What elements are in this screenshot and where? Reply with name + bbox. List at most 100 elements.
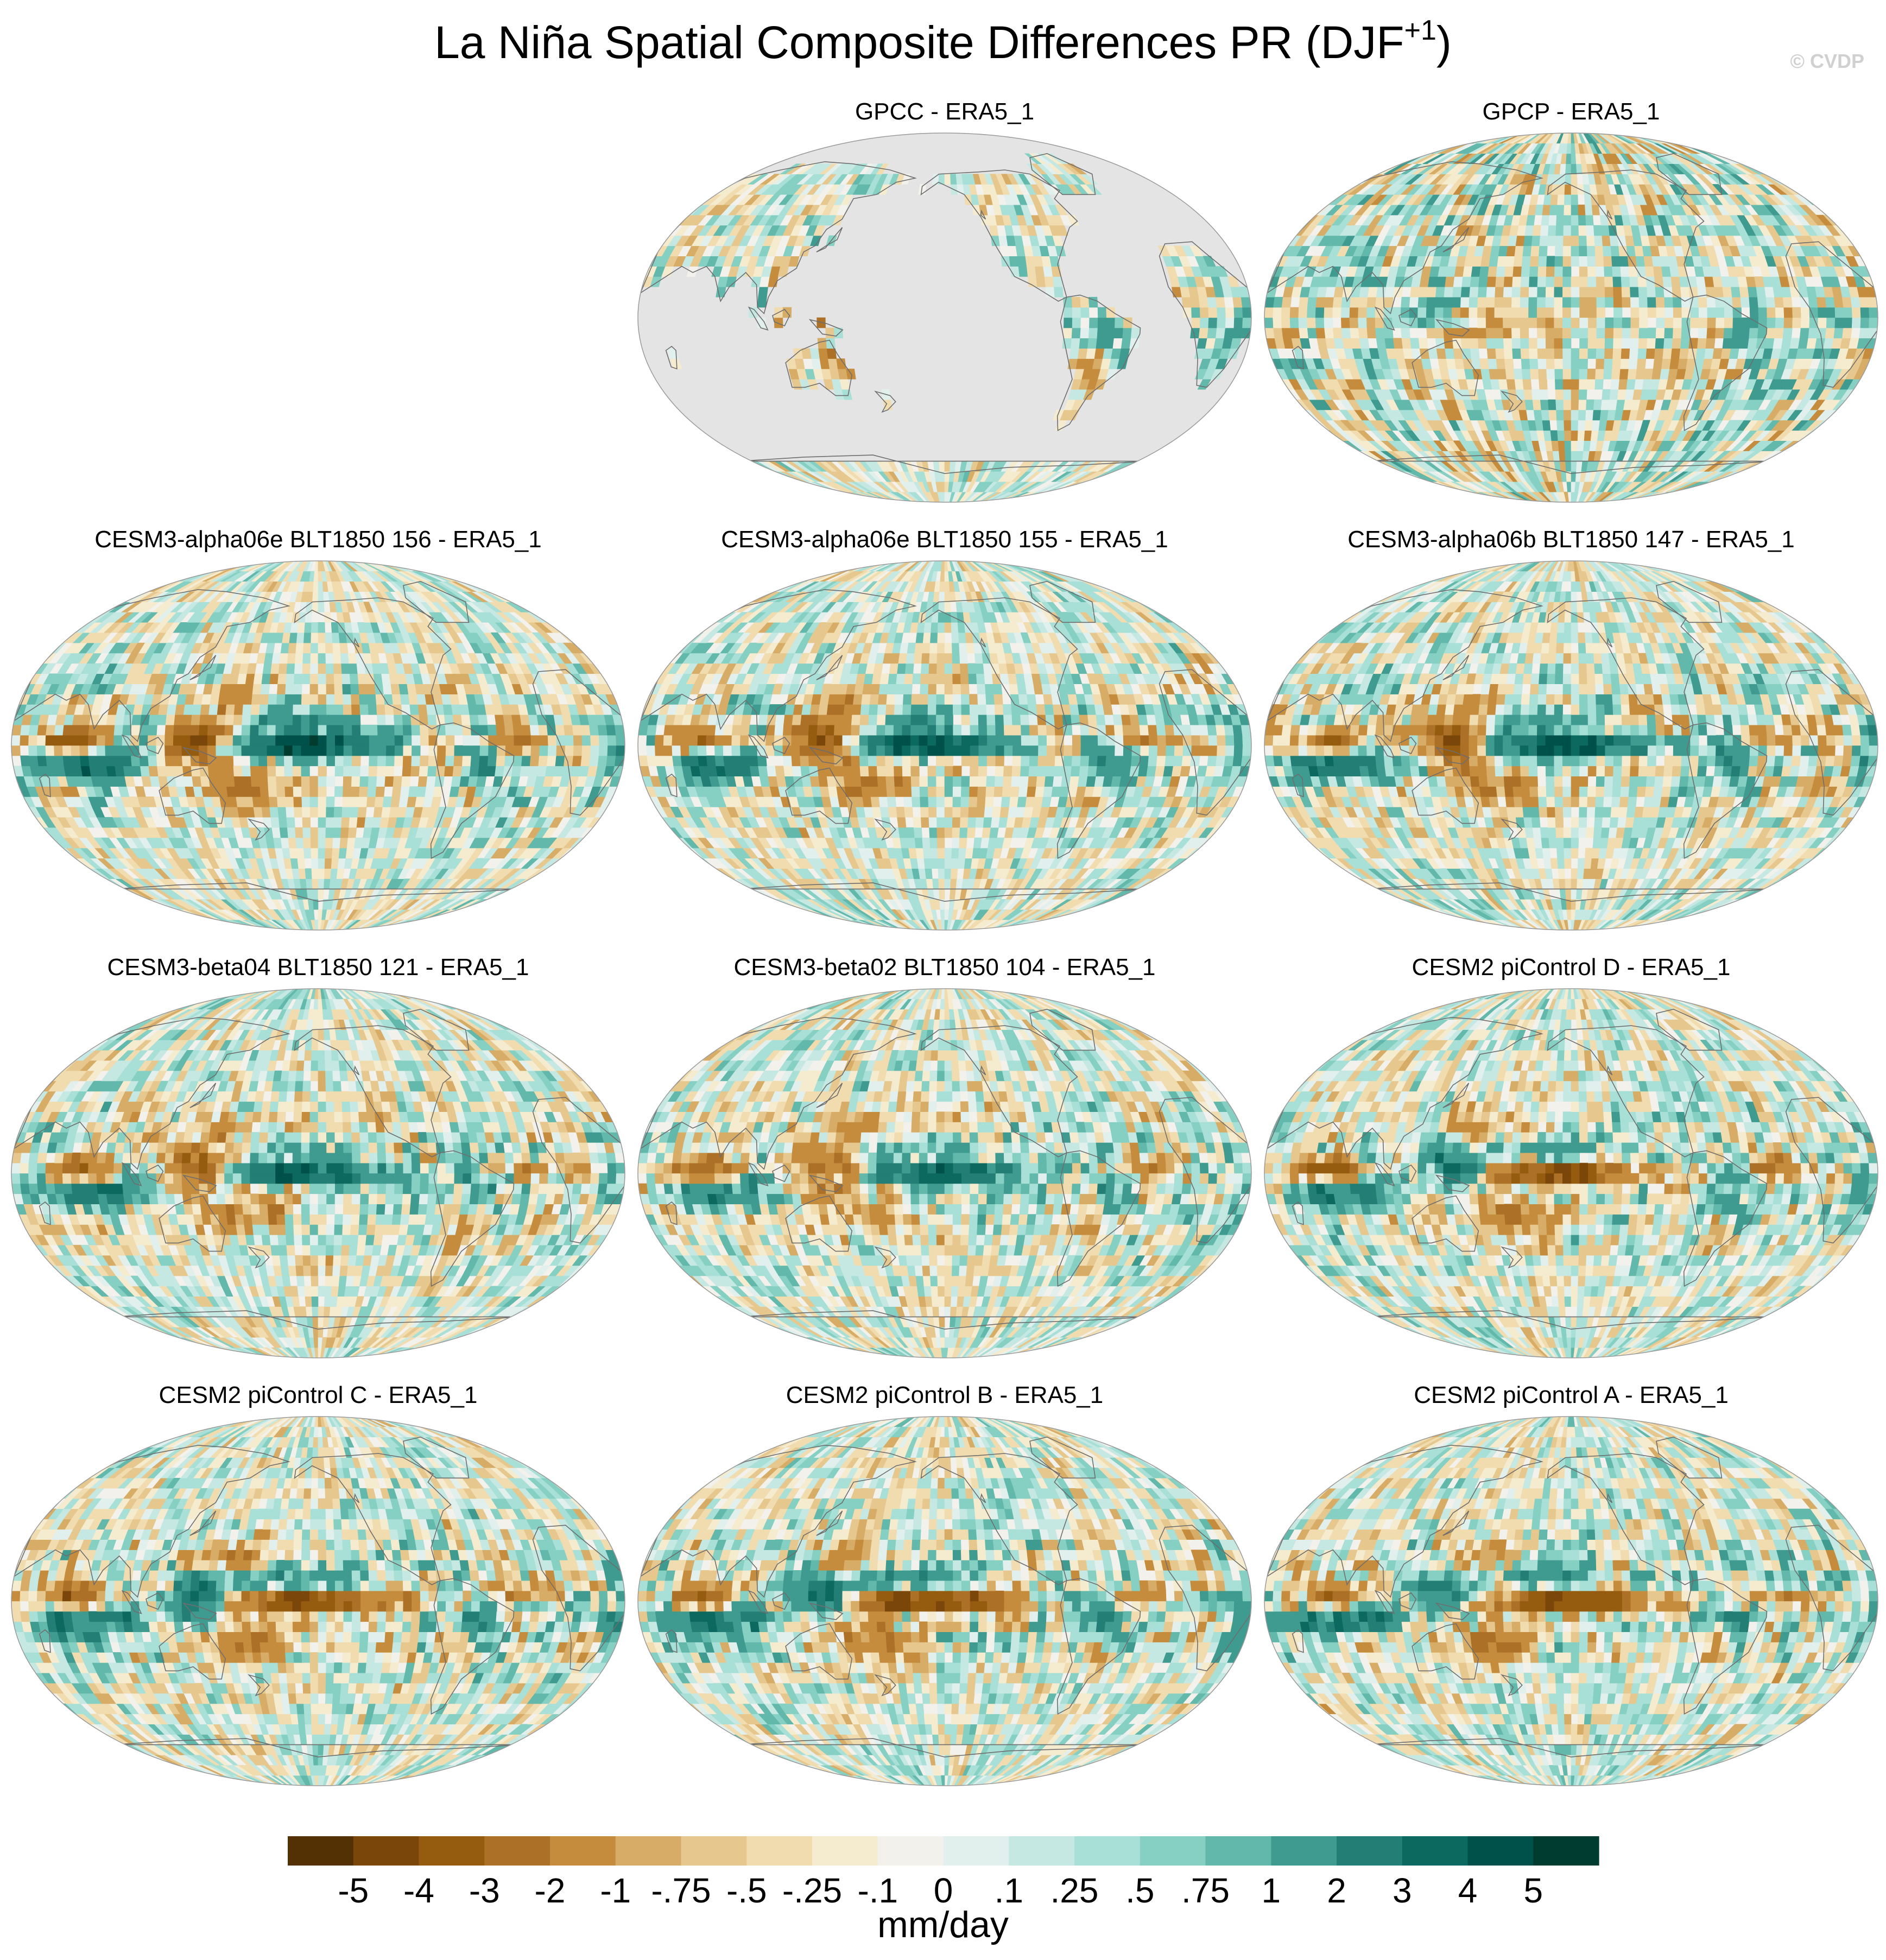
grid-cell <box>1764 286 1775 298</box>
grid-cell <box>334 755 344 767</box>
grid-cell <box>334 724 344 736</box>
grid-cell <box>79 735 89 746</box>
grid-cell <box>428 745 438 756</box>
grid-cell <box>302 827 311 838</box>
grid-cell <box>1122 327 1132 339</box>
grid-cell <box>1672 286 1682 298</box>
grid-cell <box>1190 327 1200 339</box>
grid-cell <box>1515 235 1526 246</box>
grid-cell <box>258 766 268 777</box>
grid-cell <box>62 724 73 736</box>
grid-cell <box>1494 296 1504 308</box>
grid-cell <box>258 724 268 736</box>
grid-cell <box>427 766 437 777</box>
grid-cell <box>1545 338 1555 349</box>
grid-cell <box>1825 327 1836 339</box>
grid-cell <box>573 735 583 746</box>
grid-cell <box>216 714 226 725</box>
grid-cell <box>267 776 277 787</box>
grid-cell <box>11 745 21 756</box>
grid-cell <box>1511 307 1521 318</box>
grid-cell <box>1578 389 1587 400</box>
grid-cell <box>326 735 336 746</box>
grid-cell <box>402 766 412 777</box>
grid-cell <box>428 724 438 736</box>
grid-cell <box>1859 327 1869 339</box>
grid-cell <box>1545 327 1555 339</box>
grid-cell <box>1605 327 1614 339</box>
grid-cell <box>1522 378 1532 390</box>
grid-cell <box>113 724 124 736</box>
grid-cell <box>242 714 251 725</box>
grid-cell <box>216 766 226 777</box>
grid-cell <box>226 786 237 797</box>
grid-cell <box>1655 296 1665 308</box>
coastline <box>1547 169 1705 302</box>
grid-cell <box>1672 338 1682 349</box>
grid-cell <box>242 776 252 787</box>
grid-cell <box>1587 286 1597 298</box>
grid-cell <box>1436 276 1447 287</box>
grid-cell <box>403 735 412 746</box>
grid-cell <box>1834 307 1844 318</box>
grid-cell <box>350 796 359 807</box>
grid-cell <box>309 694 319 705</box>
grid-cell <box>564 755 574 767</box>
grid-cell <box>1628 266 1638 277</box>
grid-cell <box>174 714 184 725</box>
grid-cell <box>1273 327 1283 339</box>
grid-cell <box>445 724 455 736</box>
grid-cell <box>1604 286 1614 298</box>
grid-cell <box>818 348 828 359</box>
grid-cell <box>342 684 351 694</box>
grid-cell <box>402 724 412 736</box>
grid-cell <box>573 745 583 756</box>
grid-cell <box>503 714 514 725</box>
grid-cell <box>1577 440 1585 451</box>
grid-cell <box>1613 286 1622 298</box>
grid-cell <box>343 694 352 705</box>
grid-cell <box>1454 266 1465 277</box>
grid-cell <box>324 858 332 869</box>
grid-cell <box>530 745 540 756</box>
grid-cell <box>1530 245 1540 256</box>
grid-cell <box>1490 245 1501 256</box>
grid-cell <box>1496 358 1506 369</box>
grid-cell <box>1706 327 1716 339</box>
grid-cell <box>318 704 327 715</box>
grid-cell <box>318 858 326 869</box>
grid-cell <box>1520 307 1529 318</box>
grid-cell <box>224 755 234 767</box>
grid-cell <box>157 766 167 777</box>
grid-cell <box>565 745 574 756</box>
grid-cell <box>349 817 358 828</box>
grid-cell <box>217 776 227 787</box>
coastline <box>1265 161 1543 314</box>
grid-cell <box>1350 338 1362 349</box>
grid-cell <box>1593 225 1603 236</box>
grid-cell <box>1426 317 1435 328</box>
grid-cell <box>1426 307 1435 318</box>
grid-cell <box>260 684 270 694</box>
grid-cell <box>199 766 209 777</box>
grid-cell <box>453 755 463 767</box>
grid-cell <box>71 735 80 746</box>
grid-cell <box>1596 307 1606 318</box>
grid-cell <box>227 796 238 807</box>
grid-cell <box>1704 276 1714 287</box>
grid-cell <box>1818 307 1827 318</box>
coastline <box>1292 345 1304 370</box>
grid-cell <box>590 745 600 756</box>
grid-cell <box>1758 317 1768 328</box>
grid-cell <box>309 786 319 797</box>
grid-cell <box>343 714 352 725</box>
grid-cell <box>306 889 313 900</box>
grid-cell <box>1833 296 1844 308</box>
grid-cell <box>580 755 591 767</box>
grid-cell <box>1557 430 1565 441</box>
grid-cell <box>1579 296 1588 308</box>
grid-cell <box>1225 307 1235 318</box>
grid-cell <box>309 745 319 756</box>
grid-cell <box>1554 378 1564 390</box>
grid-cell <box>1611 369 1621 380</box>
